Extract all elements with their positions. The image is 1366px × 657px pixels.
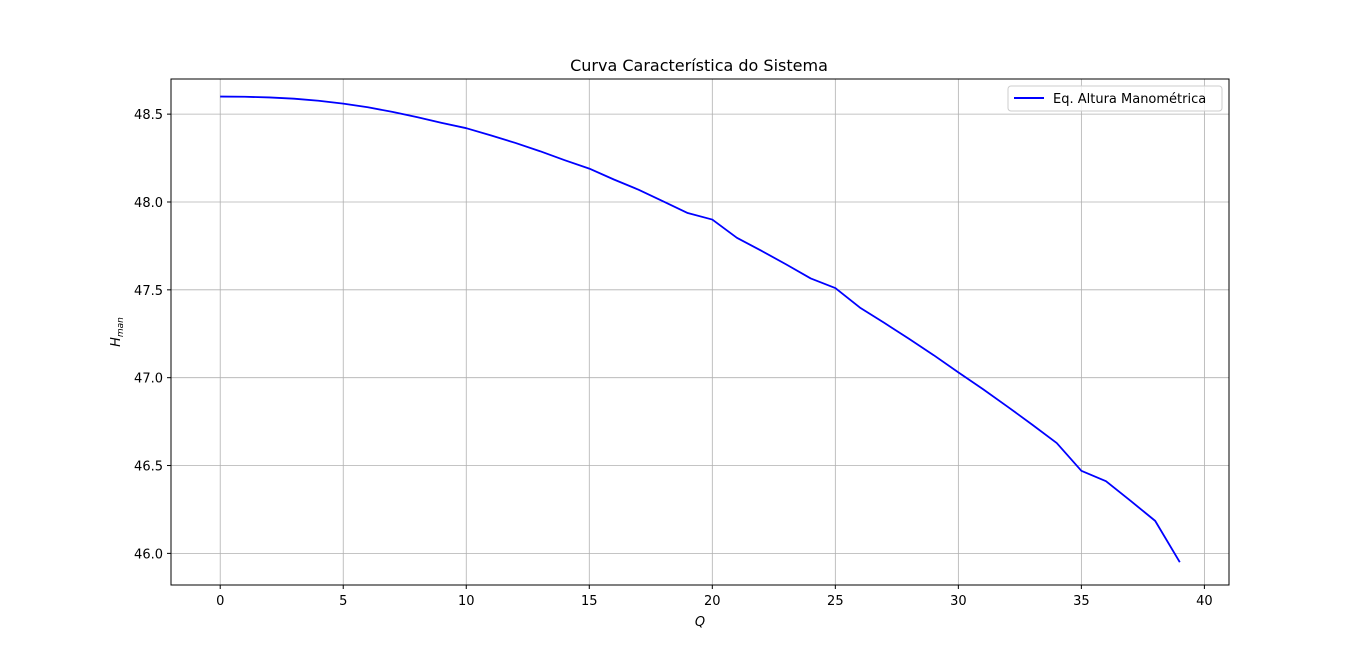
y-tick-label: 46.5 xyxy=(134,460,163,475)
x-tick-label: 35 xyxy=(1073,594,1090,609)
grid xyxy=(171,79,1229,585)
x-tick-label: 0 xyxy=(216,594,224,609)
y-tick-label: 47.5 xyxy=(134,284,163,299)
legend-box xyxy=(1007,85,1223,112)
x-tick-label: 20 xyxy=(704,594,721,609)
x-axis-ticks: 0 5 10 15 20 25 30 35 40 xyxy=(216,585,1213,609)
y-tick-label: 48.5 xyxy=(134,108,163,123)
y-axis-ticks: 46.0 46.5 47.0 47.5 48.0 48.5 xyxy=(134,108,171,562)
y-axis-label: Hman xyxy=(109,317,126,347)
y-tick-label: 47.0 xyxy=(134,372,163,387)
x-tick-label: 15 xyxy=(581,594,598,609)
x-axis-label: Q xyxy=(695,615,705,630)
series-line-altura-manometrica xyxy=(220,95,1181,563)
y-axis-label-main: H xyxy=(109,337,124,347)
x-tick-label: 5 xyxy=(339,594,347,609)
series-layer xyxy=(220,95,1181,563)
x-tick-label: 30 xyxy=(950,594,967,609)
x-tick-label: 40 xyxy=(1196,594,1213,609)
y-axis-label-subscript: man xyxy=(116,317,126,337)
legend-entry-label: Eq. Altura Manométrica xyxy=(1053,92,1206,107)
x-tick-label: 25 xyxy=(827,594,844,609)
plot-frame xyxy=(170,78,1230,586)
y-tick-label: 48.0 xyxy=(134,196,163,211)
legend: Eq. Altura Manométrica xyxy=(1007,85,1223,112)
x-tick-label: 10 xyxy=(458,594,475,609)
chart-title: Curva Característica do Sistema xyxy=(570,56,828,75)
y-tick-label: 46.0 xyxy=(134,547,163,562)
